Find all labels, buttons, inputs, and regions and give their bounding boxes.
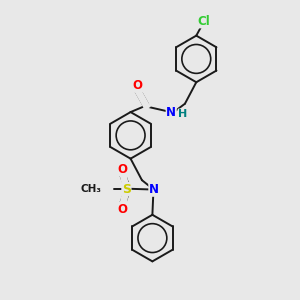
Text: S: S xyxy=(122,183,131,196)
Text: O: O xyxy=(118,202,128,216)
Text: O: O xyxy=(133,79,143,92)
Text: CH₃: CH₃ xyxy=(80,184,101,194)
Text: H: H xyxy=(178,109,188,119)
Text: O: O xyxy=(118,163,128,176)
Text: N: N xyxy=(149,183,159,196)
Text: Cl: Cl xyxy=(198,15,210,28)
Text: N: N xyxy=(166,106,176,119)
